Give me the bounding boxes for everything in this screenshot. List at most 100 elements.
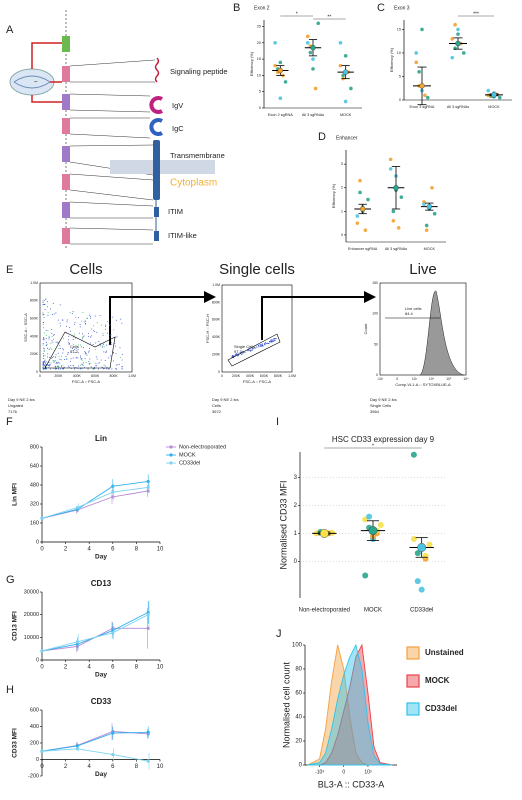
event-dot — [42, 314, 44, 316]
event-dot — [63, 366, 65, 368]
event-dot — [55, 312, 57, 314]
x-tick-label: 6 — [111, 665, 115, 671]
event-dot — [43, 364, 45, 366]
point — [366, 513, 373, 520]
event-dot — [108, 337, 110, 339]
event-dot — [42, 312, 44, 314]
y-tick-label: 3 — [294, 475, 298, 481]
event-dot — [109, 324, 111, 326]
event-dot — [56, 365, 58, 367]
x-axis-label: Day — [95, 771, 107, 778]
event-dot — [84, 351, 86, 353]
event-dot — [93, 368, 95, 370]
x-tick-label: 0 — [40, 764, 44, 770]
event-dot — [90, 317, 92, 319]
y-tick-label: 1 — [341, 209, 343, 213]
event-dot — [44, 309, 46, 311]
event-dot — [270, 341, 272, 343]
event-dot — [72, 339, 74, 341]
event-dot — [103, 364, 105, 366]
point — [366, 197, 370, 202]
event-dot — [44, 355, 46, 357]
event-dot — [115, 364, 117, 366]
event-dot — [63, 368, 65, 370]
event-dot — [251, 347, 253, 349]
panel-label: A — [6, 24, 14, 36]
chart-title: Enhancer — [336, 135, 358, 141]
event-dot — [50, 368, 52, 370]
event-dot — [83, 347, 85, 349]
event-dot — [247, 350, 249, 352]
event-dot — [77, 357, 79, 359]
y-tick-label: 15 — [257, 57, 261, 61]
event-dot — [68, 335, 70, 337]
event-dot — [256, 346, 258, 348]
event-dot — [77, 317, 79, 319]
event-dot — [269, 341, 271, 343]
event-dot — [93, 330, 95, 332]
event-dot — [83, 362, 85, 364]
flow-y-tick: 0 — [376, 373, 378, 377]
event-dot — [73, 333, 75, 335]
point — [311, 57, 315, 61]
flow-y-tick: 0 — [36, 370, 38, 374]
event-dot — [44, 360, 46, 362]
flow-y-tick: 600K — [212, 318, 221, 322]
y-tick-label: 20 — [295, 739, 302, 745]
flow-y-tick: 200K — [30, 352, 39, 356]
event-dot — [45, 334, 47, 336]
point — [410, 536, 417, 543]
legend-swatch — [169, 453, 173, 457]
flow-x-tick: 10⁶ — [463, 377, 469, 381]
event-dot — [59, 358, 61, 360]
point — [363, 228, 368, 233]
event-dot — [61, 366, 63, 368]
event-dot — [45, 345, 47, 347]
event-dot — [43, 355, 45, 357]
x-tick-label: MOCK — [364, 608, 382, 614]
x-tick-label: 8 — [135, 665, 139, 671]
event-dot — [103, 343, 105, 345]
point — [273, 41, 277, 45]
event-dot — [56, 361, 58, 363]
flow-x-tick: 200K — [232, 374, 241, 378]
flow-y-tick: 800K — [30, 299, 39, 303]
event-dot — [106, 368, 108, 370]
y-tick-label: 5 — [259, 90, 261, 94]
flow-y-tick: 400K — [212, 335, 221, 339]
event-dot — [111, 316, 113, 318]
point — [338, 63, 343, 68]
point — [283, 80, 288, 84]
gate-arrow — [109, 291, 216, 345]
flow-y-label: SSC-A :: SSC-A — [23, 313, 28, 342]
exon-box — [62, 228, 70, 244]
event-dot — [55, 368, 57, 370]
y-axis-label: Efficiency (%) — [331, 183, 336, 208]
y-tick-label: 0 — [36, 657, 39, 663]
event-dot — [59, 322, 61, 324]
event-dot — [42, 304, 44, 306]
x-tick-label: 10³ — [364, 769, 372, 775]
point — [396, 226, 401, 230]
y-tick-label: 10 — [397, 51, 401, 55]
event-dot — [57, 365, 59, 367]
event-dot — [59, 362, 61, 364]
event-dot — [80, 365, 82, 367]
y-axis-label: Efficiency (%) — [249, 51, 254, 76]
event-dot — [79, 355, 81, 357]
event-dot — [79, 344, 81, 346]
event-dot — [81, 336, 83, 338]
event-dot — [58, 348, 60, 350]
event-dot — [272, 339, 274, 341]
point — [420, 27, 424, 32]
point — [388, 157, 393, 162]
event-dot — [55, 341, 57, 343]
event-dot — [255, 345, 257, 347]
flow-footer: 3672 — [212, 409, 222, 414]
mean-marker — [455, 40, 461, 47]
chart-title: CD13 — [91, 579, 112, 588]
y-tick-label: 20000 — [24, 612, 39, 618]
y-tick-label: 400 — [30, 724, 39, 730]
legend-label: CD33del — [425, 704, 457, 713]
chromatin — [9, 68, 55, 96]
